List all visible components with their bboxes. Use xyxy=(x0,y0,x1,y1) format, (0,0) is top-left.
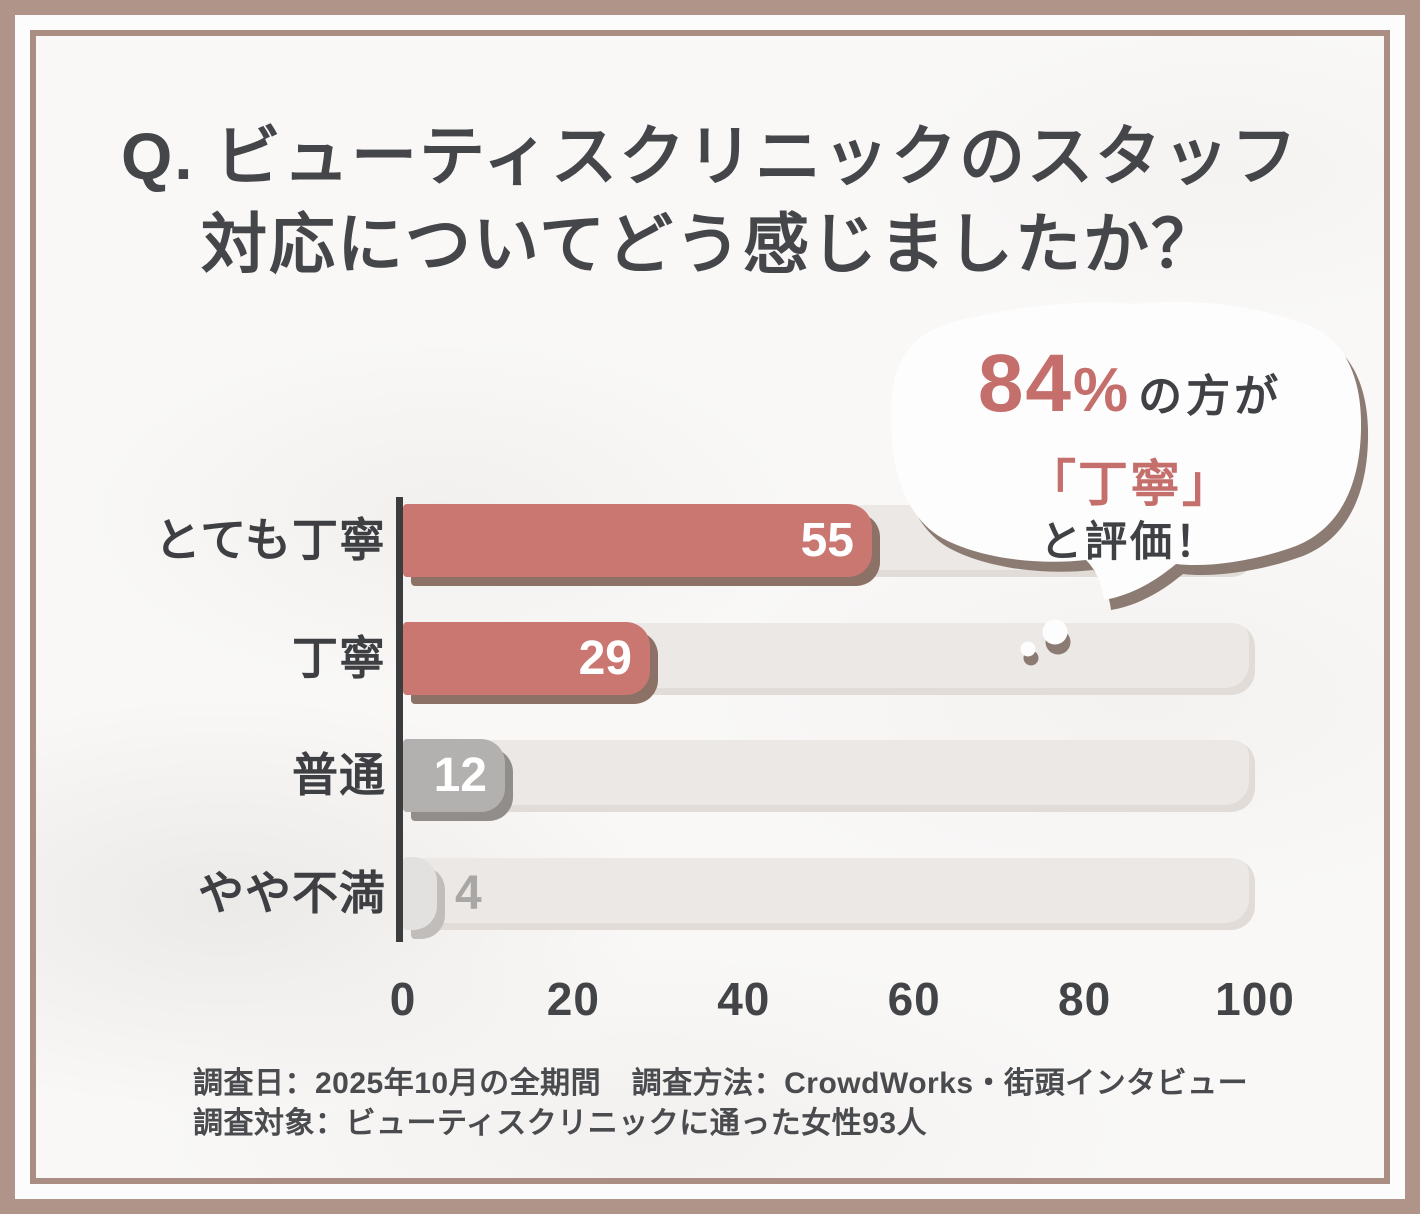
bubble-dot-small xyxy=(1020,641,1036,657)
value-bar: 55 xyxy=(403,504,872,577)
x-tick-label: 20 xyxy=(546,973,600,1025)
value-label: 29 xyxy=(578,632,632,685)
category-label: 普通 xyxy=(292,749,386,801)
bubble-dot-large xyxy=(1042,619,1068,645)
survey-note-line2: 調査対象：ビューティスクリニックに通った女性93人 xyxy=(193,1107,928,1140)
x-tick-label: 40 xyxy=(717,973,771,1025)
value-label: 12 xyxy=(433,749,487,802)
value-label: 55 xyxy=(800,514,854,567)
question-title-line2: 対応についてどう感じましたか？ xyxy=(200,207,1220,281)
bar-track xyxy=(403,858,1255,930)
value-bar: 12 xyxy=(403,739,505,812)
question-title-line1: Q. ビューティスクリニックのスタッフ xyxy=(120,119,1300,193)
bubble-stat-line: 84% の方が xyxy=(905,338,1355,453)
category-label: とても丁寧 xyxy=(154,514,386,566)
category-label: 丁寧 xyxy=(292,632,386,684)
bubble-stat-number: 84 xyxy=(977,338,1074,429)
bar-row-1: 丁寧 29 xyxy=(0,622,1420,695)
bar-track xyxy=(403,740,1255,812)
bubble-conclusion: と評価！ xyxy=(1039,518,1220,565)
speech-bubble-body xyxy=(890,301,1362,657)
speech-bubble xyxy=(890,301,1369,666)
bubble-stat-suffix: の方が xyxy=(1138,372,1283,421)
value-bar: 29 xyxy=(403,622,650,695)
bar-row-3: やや不満 4 xyxy=(0,857,1420,930)
survey-note-line1: 調査日：2025年10月の全期間 調査方法：CrowdWorks・街頭インタビュ… xyxy=(193,1067,1249,1100)
x-tick-label: 60 xyxy=(887,973,941,1025)
speech-bubble-text: 84% の方が 「丁寧」 と評価！ xyxy=(905,338,1355,567)
x-tick-label: 100 xyxy=(1215,973,1295,1025)
bar-row-2: 普通 12 xyxy=(0,739,1420,812)
chart-axis-line xyxy=(396,497,403,942)
bubble-highlight: 「丁寧」 xyxy=(1026,456,1234,512)
survey-notes: 調査日：2025年10月の全期間 調査方法：CrowdWorks・街頭インタビュ… xyxy=(193,1064,1248,1144)
value-bar xyxy=(403,857,437,930)
value-label: 4 xyxy=(455,867,482,920)
x-tick-label: 0 xyxy=(389,973,417,1025)
x-tick-label: 80 xyxy=(1058,973,1112,1025)
category-label: やや不満 xyxy=(198,867,386,919)
frame-inner-line xyxy=(30,30,1390,1184)
bubble-stat-unit: % xyxy=(1073,356,1129,425)
question-title: Q. ビューティスクリニックのスタッフ 対応についてどう感じましたか？ xyxy=(0,112,1420,288)
